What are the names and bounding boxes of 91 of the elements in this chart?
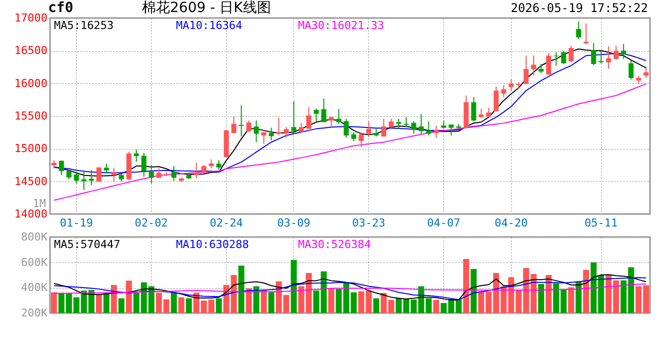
candlestick [261,132,266,144]
text: MA10:16364 [176,19,243,32]
candlestick [426,120,432,136]
y-tick-label: 600K [21,256,48,269]
y-tick-label: 400K [21,281,48,294]
text: MA5:16253 [54,19,114,32]
candlestick [471,96,476,122]
y-tick-label: 14000 [14,208,48,220]
y-tick-label: 200K [21,306,48,320]
x-tick-label: 05-11 [584,216,618,230]
candlestick [546,52,552,76]
candlestick [111,167,116,182]
candlestick [561,50,566,64]
x-tick-label: 03-09 [277,216,310,230]
candlestick [276,117,282,136]
candlestick [568,45,574,63]
candlestick [531,55,536,76]
candlestick [81,170,86,191]
candlestick [628,60,634,80]
candlestick [388,118,394,129]
candlestick [538,63,544,74]
candlestick [328,116,334,128]
candlestick [104,163,109,174]
candlestick [381,118,386,137]
candlestick [418,113,424,134]
line-series [53,83,647,201]
candlestick [434,124,439,139]
candlestick [524,55,529,84]
candlestick [58,160,64,176]
candlestick [254,120,259,143]
candlestick [268,127,274,141]
line-series [53,283,647,294]
candlestick [216,160,222,170]
candlestick [644,66,649,78]
candlestick [404,116,409,128]
y-tick-label: 15000 [14,142,48,156]
candlestick [88,170,94,186]
candlestick [576,20,582,40]
x-tick-label: 01-19 [60,216,93,230]
candlestick [411,120,416,134]
candlestick [358,132,364,148]
text: 2026-05-19 17:52:22 [510,1,648,15]
y-tick-label: 16000 [14,76,48,90]
candlestick [134,148,139,162]
y-tick-label: 15500 [14,110,48,122]
chart-title: 棉花2609 - 日K线图 [142,0,271,16]
candlestick [614,45,619,60]
candlestick [231,116,236,134]
y-tick-label: 14500 [14,174,48,188]
candlestick [554,52,559,66]
x-tick-label: 03-23 [352,216,386,230]
text: MA30:526384 [298,238,372,251]
text: cf0 [48,0,74,16]
candlestick [598,50,604,64]
candlestick [148,164,154,184]
candlestick [396,118,402,130]
x-tick-label: 04-07 [427,216,460,230]
candlestick [366,120,372,138]
x-tick-label: 02-24 [210,216,244,230]
y-tick-label: 800K [21,230,48,244]
candlestick [66,170,72,180]
x-tick-label: 02-02 [134,216,168,230]
candlestick [508,78,514,92]
candlestick [501,84,506,98]
text: MA30:16021.33 [298,19,384,32]
candlestick [246,120,252,133]
candlestick [606,46,612,70]
candlestick [141,152,146,178]
text: MA5:570447 [54,238,120,251]
candlestick [321,98,326,123]
candlestick [306,106,312,130]
candlestick [194,162,199,179]
candlestick [591,42,596,66]
candlestick [171,166,176,182]
candlestick [584,22,589,45]
candlestick [291,100,296,133]
candlestick [621,44,626,60]
candlestick [494,86,499,112]
y-tick-label: 16500 [14,44,48,58]
candlestick [344,118,349,138]
y-tick-label: 17000 [14,12,48,24]
candlestick [74,171,79,184]
x-tick-label: 04-20 [494,216,528,230]
text: MA10:630288 [176,238,249,251]
candlestick [314,108,319,122]
candlestick [486,107,492,118]
candlestick [336,108,342,124]
candlestick [238,105,244,137]
candlestick [284,126,289,138]
text: 1M [32,197,46,210]
candlestick [156,168,162,179]
